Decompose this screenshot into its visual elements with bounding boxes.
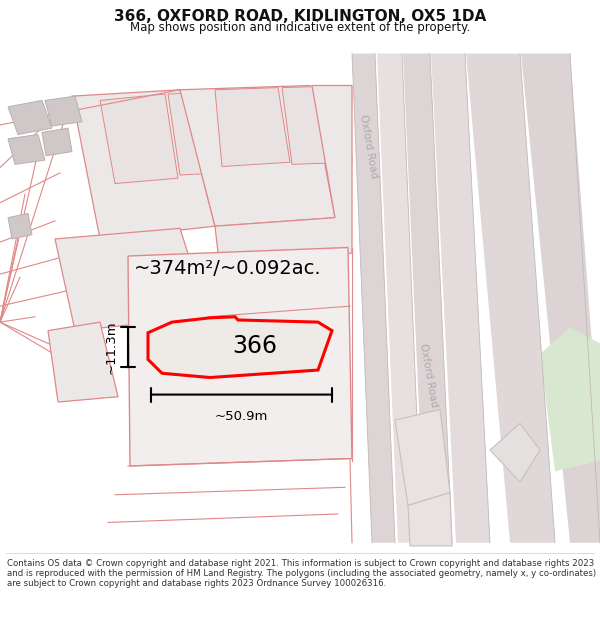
Polygon shape: [180, 86, 335, 226]
Polygon shape: [215, 88, 290, 166]
Polygon shape: [45, 96, 82, 126]
Polygon shape: [352, 54, 395, 542]
Text: Oxford Road: Oxford Road: [358, 114, 379, 179]
Polygon shape: [128, 248, 352, 466]
Text: Oxford Road: Oxford Road: [418, 342, 439, 408]
Polygon shape: [72, 90, 215, 239]
Text: Contains OS data © Crown copyright and database right 2021. This information is : Contains OS data © Crown copyright and d…: [7, 559, 596, 588]
Polygon shape: [403, 54, 452, 542]
Polygon shape: [100, 94, 178, 184]
Text: 366: 366: [233, 334, 277, 357]
Polygon shape: [8, 213, 32, 239]
Polygon shape: [431, 54, 490, 542]
Polygon shape: [540, 328, 600, 471]
Polygon shape: [148, 317, 332, 378]
Polygon shape: [55, 228, 208, 331]
Polygon shape: [466, 54, 555, 542]
Polygon shape: [168, 92, 220, 175]
Polygon shape: [215, 86, 352, 288]
Polygon shape: [377, 54, 422, 542]
Polygon shape: [490, 423, 540, 482]
Polygon shape: [282, 86, 352, 164]
Polygon shape: [48, 322, 118, 402]
Polygon shape: [42, 128, 72, 156]
Text: ~11.3m: ~11.3m: [105, 321, 118, 374]
Polygon shape: [395, 409, 450, 506]
Text: ~374m²/~0.092ac.: ~374m²/~0.092ac.: [134, 259, 322, 278]
Polygon shape: [8, 101, 52, 134]
Polygon shape: [408, 492, 452, 546]
Polygon shape: [8, 134, 45, 164]
Polygon shape: [521, 54, 600, 542]
Text: ~50.9m: ~50.9m: [215, 409, 268, 422]
Text: Map shows position and indicative extent of the property.: Map shows position and indicative extent…: [130, 21, 470, 34]
Text: 366, OXFORD ROAD, KIDLINGTON, OX5 1DA: 366, OXFORD ROAD, KIDLINGTON, OX5 1DA: [114, 9, 486, 24]
